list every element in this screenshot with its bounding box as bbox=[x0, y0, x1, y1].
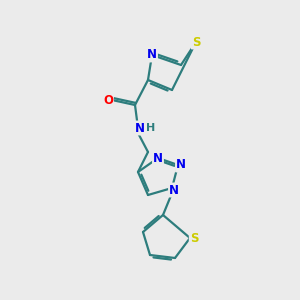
Text: N: N bbox=[176, 158, 186, 172]
Text: N: N bbox=[147, 49, 157, 62]
Text: O: O bbox=[103, 94, 113, 106]
Text: N: N bbox=[135, 122, 145, 134]
Text: N: N bbox=[153, 152, 163, 164]
Text: N: N bbox=[169, 184, 179, 196]
Text: H: H bbox=[146, 123, 156, 133]
Text: S: S bbox=[190, 232, 198, 244]
Text: S: S bbox=[192, 35, 200, 49]
